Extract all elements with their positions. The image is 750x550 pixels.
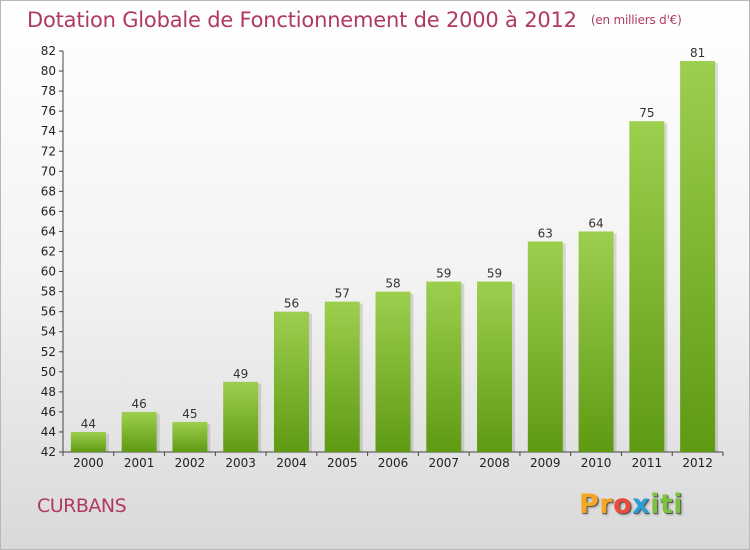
data-label: 81 <box>690 46 705 60</box>
bar-2012 <box>680 61 716 453</box>
x-tick-label: 2001 <box>124 456 155 470</box>
data-label: 56 <box>284 297 299 311</box>
bar-2007 <box>426 281 462 452</box>
x-tick-label: 2008 <box>479 456 510 470</box>
y-tick-label: 82 <box>41 44 56 58</box>
unit-label: (en milliers d'€) <box>590 13 682 27</box>
axes: 42 44 46 48 50 52 54 56 58 60 62 64 66 68 70 72 74 76 78 80… <box>41 44 724 470</box>
bar-2010 <box>578 231 614 452</box>
x-tick-label: 2003 <box>225 456 256 470</box>
y-tick-label: 74 <box>41 124 56 138</box>
title-text: Dotation Globale de Fonctionnement de 20… <box>27 8 577 32</box>
place-name: CURBANS <box>37 495 127 517</box>
x-tick-label: 2006 <box>378 456 409 470</box>
data-label: 58 <box>385 277 400 291</box>
bar-2000 <box>70 431 106 452</box>
x-tick-label: 2000 <box>73 456 104 470</box>
y-tick-label: 62 <box>41 245 56 259</box>
y-tick-label: 42 <box>41 445 56 459</box>
y-tick-label: 52 <box>41 345 56 359</box>
bar-2002 <box>172 421 208 452</box>
bar-2011 <box>629 121 665 453</box>
y-tick-label: 66 <box>41 204 56 218</box>
data-label: 57 <box>335 287 350 301</box>
bars <box>70 61 719 453</box>
data-label: 49 <box>233 367 248 381</box>
proxiti-logo: Proxiti <box>579 489 684 520</box>
x-tick-label: 2004 <box>276 456 307 470</box>
y-tick-label: 44 <box>41 425 56 439</box>
y-tick-label: 70 <box>41 164 56 178</box>
x-tick-label: 2007 <box>428 456 459 470</box>
y-tick-label: 50 <box>41 365 56 379</box>
x-tick-label: 2011 <box>632 456 663 470</box>
y-tick-label: 58 <box>41 285 56 299</box>
bar-2001 <box>121 411 157 452</box>
data-label: 44 <box>81 417 96 431</box>
y-tick-label: 72 <box>41 144 56 158</box>
y-tick-label: 64 <box>41 224 56 238</box>
bar-2008 <box>477 281 513 452</box>
y-tick-label: 56 <box>41 305 56 319</box>
bar-2005 <box>324 301 360 452</box>
x-tick-label: 2005 <box>327 456 358 470</box>
data-label: 59 <box>487 267 502 281</box>
y-tick-label: 76 <box>41 104 56 118</box>
bar-2009 <box>527 241 563 452</box>
data-label: 59 <box>436 267 451 281</box>
data-label: 64 <box>588 216 603 230</box>
y-tick-label: 60 <box>41 265 56 279</box>
x-tick-label: 2012 <box>682 456 713 470</box>
y-tick-label: 46 <box>41 405 56 419</box>
chart-title: Dotation Globale de Fonctionnement de 20… <box>27 8 682 32</box>
y-tick-label: 68 <box>41 184 56 198</box>
x-tick-label: 2009 <box>530 456 561 470</box>
data-labels: 44 46 45 49 56 57 58 59 59 63 64 75 81 <box>81 46 706 431</box>
data-label: 45 <box>182 407 197 421</box>
data-label: 46 <box>132 397 147 411</box>
data-label: 63 <box>538 226 553 240</box>
bar-2004 <box>273 311 309 452</box>
x-tick-label: 2002 <box>175 456 206 470</box>
data-label: 75 <box>639 106 654 120</box>
y-tick-label: 54 <box>41 325 56 339</box>
y-tick-label: 78 <box>41 84 56 98</box>
y-tick-label: 80 <box>41 64 56 78</box>
bar-2006 <box>375 291 411 452</box>
y-tick-label: 48 <box>41 385 56 399</box>
x-tick-label: 2010 <box>581 456 612 470</box>
bar-2003 <box>223 381 259 452</box>
